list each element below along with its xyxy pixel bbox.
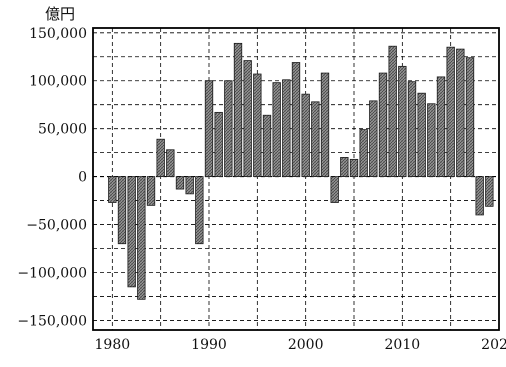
bar-1984 <box>146 176 156 206</box>
bar-1982 <box>127 176 136 288</box>
bars <box>108 42 494 300</box>
bar-2019 <box>485 176 494 207</box>
bar-2018 <box>475 176 484 216</box>
bar-1980 <box>108 176 117 203</box>
bar-1985 <box>156 138 165 178</box>
tick-labels: 150,000 100,000 50,000 0 −50,000 −100,000 −150… <box>17 26 506 353</box>
bar-1999 <box>291 62 301 178</box>
bar-1989 <box>195 176 204 245</box>
bar-2012 <box>417 92 426 178</box>
plot-frame <box>92 27 500 331</box>
bar-2002 <box>320 72 330 178</box>
y-tick-label: 0 <box>78 170 87 186</box>
y-tick-label: −150,000 <box>17 313 87 329</box>
bar-2004 <box>340 157 349 178</box>
x-tick-label: 2020 <box>481 337 506 353</box>
bar-1996 <box>262 114 272 178</box>
bar-1995 <box>253 73 262 178</box>
bar-1983 <box>137 176 146 300</box>
bar-2016 <box>456 48 465 178</box>
bar-1986 <box>166 149 175 178</box>
x-tick-label: 2010 <box>385 337 421 353</box>
bar-1997 <box>272 82 281 178</box>
x-tick-label: 1990 <box>191 337 227 353</box>
bar-2007 <box>369 100 378 178</box>
bar-1998 <box>282 79 291 178</box>
bar-1994 <box>243 60 252 178</box>
bar-2014 <box>436 76 446 178</box>
bar-1992 <box>224 80 233 178</box>
x-tick-label: 1980 <box>95 337 131 353</box>
bar-1993 <box>233 42 243 178</box>
bar-1987 <box>175 176 185 190</box>
y-tick-label: 50,000 <box>38 122 87 138</box>
bar-2006 <box>359 129 368 178</box>
bar-2010 <box>398 65 407 178</box>
x-tick-label: 2000 <box>288 337 324 353</box>
bar-2009 <box>388 45 397 178</box>
y-tick-label: −100,000 <box>17 265 87 281</box>
y-tick-label: −50,000 <box>26 218 87 234</box>
bar-2008 <box>378 72 388 178</box>
y-axis-unit-label: 億円 <box>45 5 75 23</box>
bar-2003 <box>330 176 339 203</box>
bar-2000 <box>301 93 310 178</box>
bar-2013 <box>427 103 436 178</box>
bar-2017 <box>465 57 475 178</box>
y-tick-label: 150,000 <box>29 26 87 42</box>
bar-2015 <box>446 46 455 178</box>
bar-2011 <box>407 81 417 178</box>
y-tick-label: 100,000 <box>29 74 87 90</box>
bar-1988 <box>185 176 194 195</box>
bar-1990 <box>204 80 214 178</box>
bar-2005 <box>349 158 359 178</box>
bar-2001 <box>311 101 320 178</box>
bar-1981 <box>117 176 127 245</box>
bar-1991 <box>214 111 223 178</box>
